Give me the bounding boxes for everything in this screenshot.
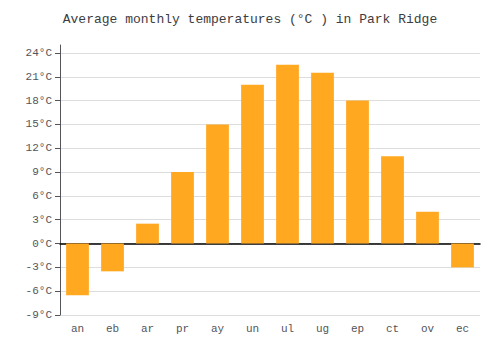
svg-text:12°C: 12°C [26,142,53,154]
svg-text:ar: ar [141,323,154,335]
svg-text:un: un [246,323,259,335]
svg-text:pr: pr [176,323,189,335]
svg-text:-6°C: -6°C [26,285,53,297]
svg-text:Average monthly temperatures (: Average monthly temperatures (°C ) in Pa… [63,12,437,27]
svg-text:0°C: 0°C [32,238,52,250]
svg-text:24°C: 24°C [26,47,53,59]
svg-text:eb: eb [106,323,119,335]
svg-text:ul: ul [281,323,294,335]
svg-text:ay: ay [211,323,225,335]
svg-text:an: an [71,323,84,335]
svg-text:-3°C: -3°C [26,261,53,273]
svg-text:ct: ct [386,323,399,335]
svg-text:9°C: 9°C [32,166,52,178]
svg-text:ec: ec [456,323,469,335]
svg-text:ov: ov [421,323,435,335]
svg-text:6°C: 6°C [32,190,52,202]
svg-text:21°C: 21°C [26,71,53,83]
svg-text:-9°C: -9°C [26,309,53,321]
svg-text:3°C: 3°C [32,214,52,226]
svg-text:ug: ug [316,323,329,335]
svg-text:ep: ep [351,323,364,335]
svg-text:15°C: 15°C [26,118,53,130]
svg-text:18°C: 18°C [26,95,53,107]
